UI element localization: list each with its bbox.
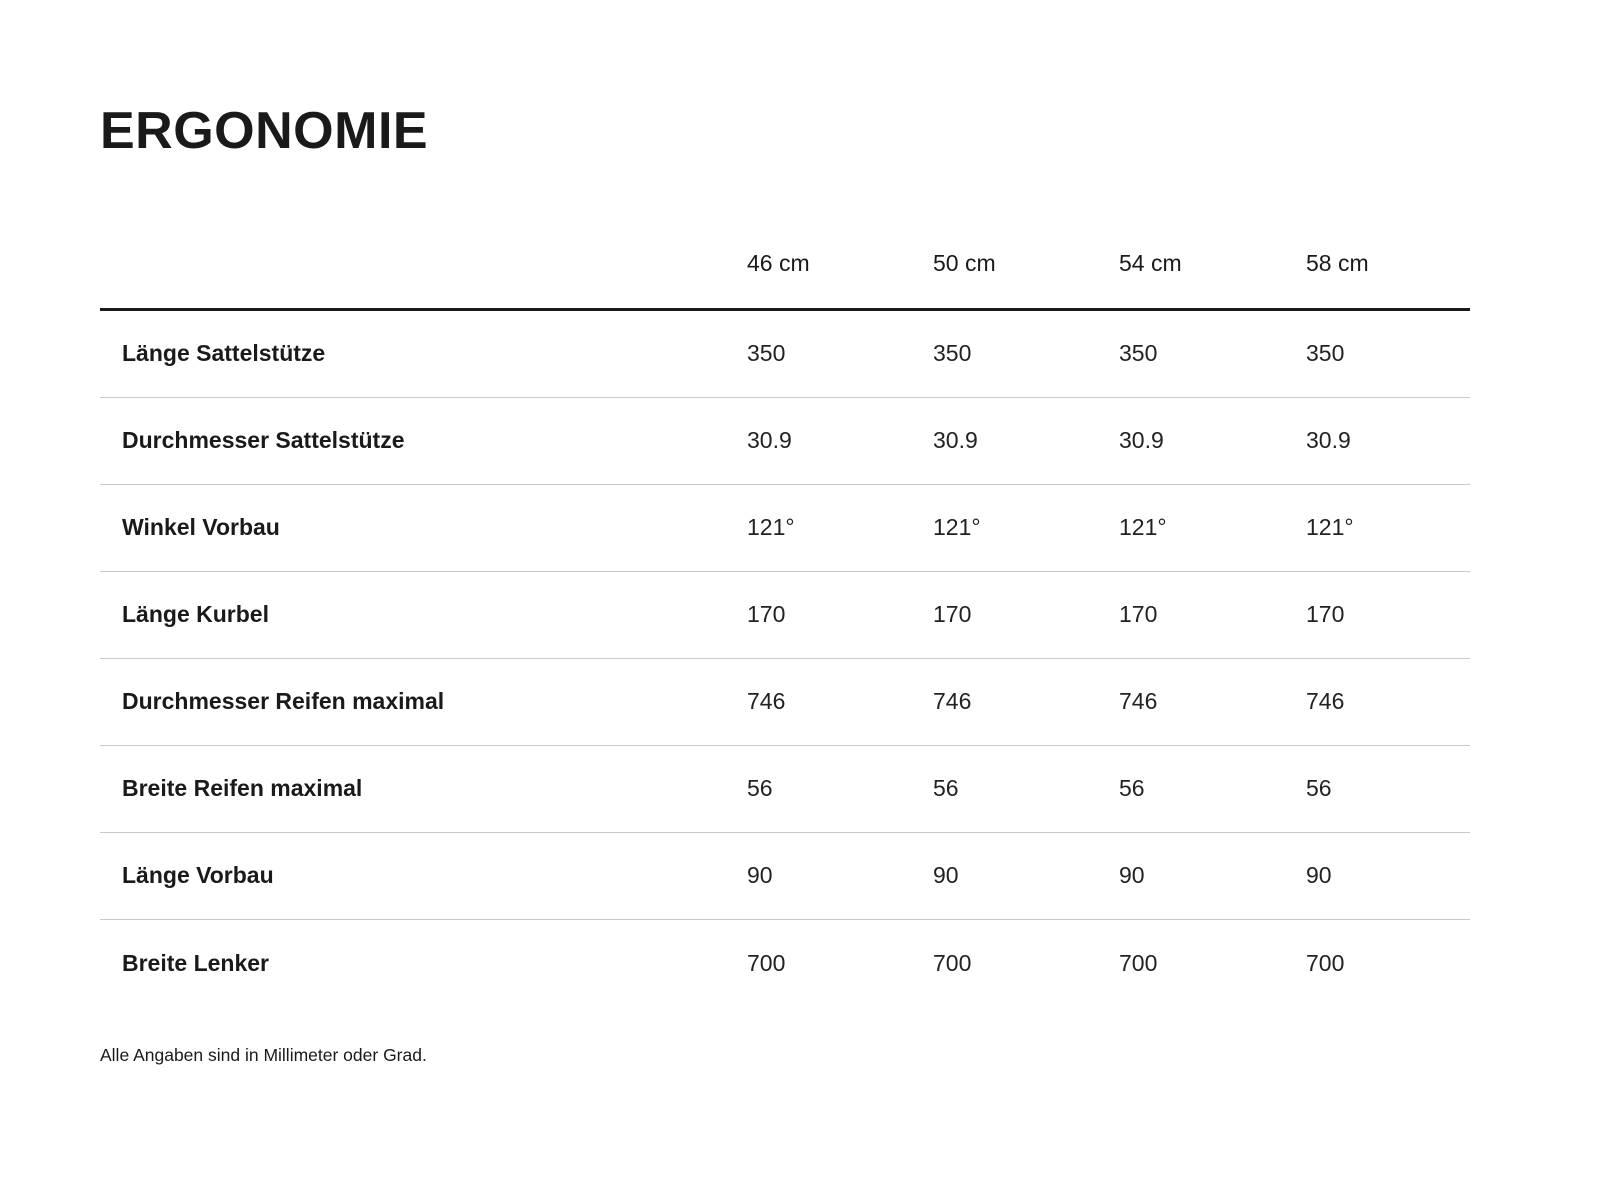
table-row: Länge Sattelstütze 350 350 350 350	[100, 311, 1470, 398]
row-label: Länge Vorbau	[122, 862, 274, 889]
cell-value-2: 56	[1119, 775, 1145, 802]
cell-value-0: 170	[747, 601, 786, 628]
cell-value-3: 700	[1306, 949, 1345, 976]
table-row: Winkel Vorbau 121° 121° 121° 121°	[100, 485, 1470, 572]
cell-value-2: 30.9	[1119, 427, 1164, 454]
row-label: Durchmesser Reifen maximal	[122, 688, 445, 715]
table-row: Länge Vorbau 90 90 90 90	[100, 833, 1470, 920]
page-title: ERGONOMIE	[100, 102, 429, 160]
row-label: Länge Kurbel	[122, 601, 269, 628]
table-header-row: 46 cm 50 cm 54 cm 58 cm	[100, 219, 1470, 311]
cell-value-1: 350	[933, 340, 972, 367]
cell-value-3: 170	[1306, 601, 1345, 628]
table-row: Länge Kurbel 170 170 170 170	[100, 572, 1470, 659]
cell-value-1: 30.9	[933, 427, 978, 454]
cell-value-1: 700	[933, 949, 972, 976]
cell-value-1: 56	[933, 775, 959, 802]
cell-value-3: 30.9	[1306, 427, 1351, 454]
column-header-1: 50 cm	[933, 249, 996, 276]
column-header-2: 54 cm	[1119, 249, 1182, 276]
table-row: Breite Lenker 700 700 700 700	[100, 920, 1470, 1007]
page: ERGONOMIE 46 cm 50 cm 54 cm 58 cm Länge Sat…	[100, 104, 1470, 1066]
cell-value-2: 121°	[1119, 514, 1167, 541]
column-header-3: 58 cm	[1306, 249, 1369, 276]
table-row: Durchmesser Sattelstütze 30.9 30.9 30.9 30.9	[100, 398, 1470, 485]
row-label: Länge Sattelstütze	[122, 340, 326, 367]
cell-value-3: 56	[1306, 775, 1332, 802]
cell-value-0: 746	[747, 688, 786, 715]
cell-value-2: 700	[1119, 949, 1158, 976]
cell-value-2: 746	[1119, 688, 1158, 715]
column-header-0: 46 cm	[747, 249, 810, 276]
cell-value-3: 121°	[1306, 514, 1354, 541]
cell-value-1: 121°	[933, 514, 981, 541]
row-label: Breite Reifen maximal	[122, 775, 363, 802]
cell-value-0: 56	[747, 775, 773, 802]
cell-value-0: 350	[747, 340, 786, 367]
cell-value-3: 90	[1306, 862, 1332, 889]
cell-value-2: 90	[1119, 862, 1145, 889]
ergonomics-table: 46 cm 50 cm 54 cm 58 cm Länge Sattelstütze 3…	[100, 219, 1470, 1007]
cell-value-3: 350	[1306, 340, 1345, 367]
cell-value-1: 746	[933, 688, 972, 715]
table-row: Durchmesser Reifen maximal 746 746 746 746	[100, 659, 1470, 746]
cell-value-2: 350	[1119, 340, 1158, 367]
cell-value-0: 90	[747, 862, 773, 889]
cell-value-0: 700	[747, 949, 786, 976]
table-row: Breite Reifen maximal 56 56 56 56	[100, 746, 1470, 833]
row-label: Winkel Vorbau	[122, 514, 280, 541]
row-label: Durchmesser Sattelstütze	[122, 427, 405, 454]
cell-value-0: 121°	[747, 514, 795, 541]
cell-value-1: 170	[933, 601, 972, 628]
row-label: Breite Lenker	[122, 949, 270, 976]
cell-value-1: 90	[933, 862, 959, 889]
table-body: Länge Sattelstütze 350 350 350 350 Durchmesse…	[100, 311, 1470, 1007]
cell-value-0: 30.9	[747, 427, 792, 454]
cell-value-3: 746	[1306, 688, 1345, 715]
footnote: Alle Angaben sind in Millimeter oder Gra…	[100, 1044, 427, 1065]
cell-value-2: 170	[1119, 601, 1158, 628]
